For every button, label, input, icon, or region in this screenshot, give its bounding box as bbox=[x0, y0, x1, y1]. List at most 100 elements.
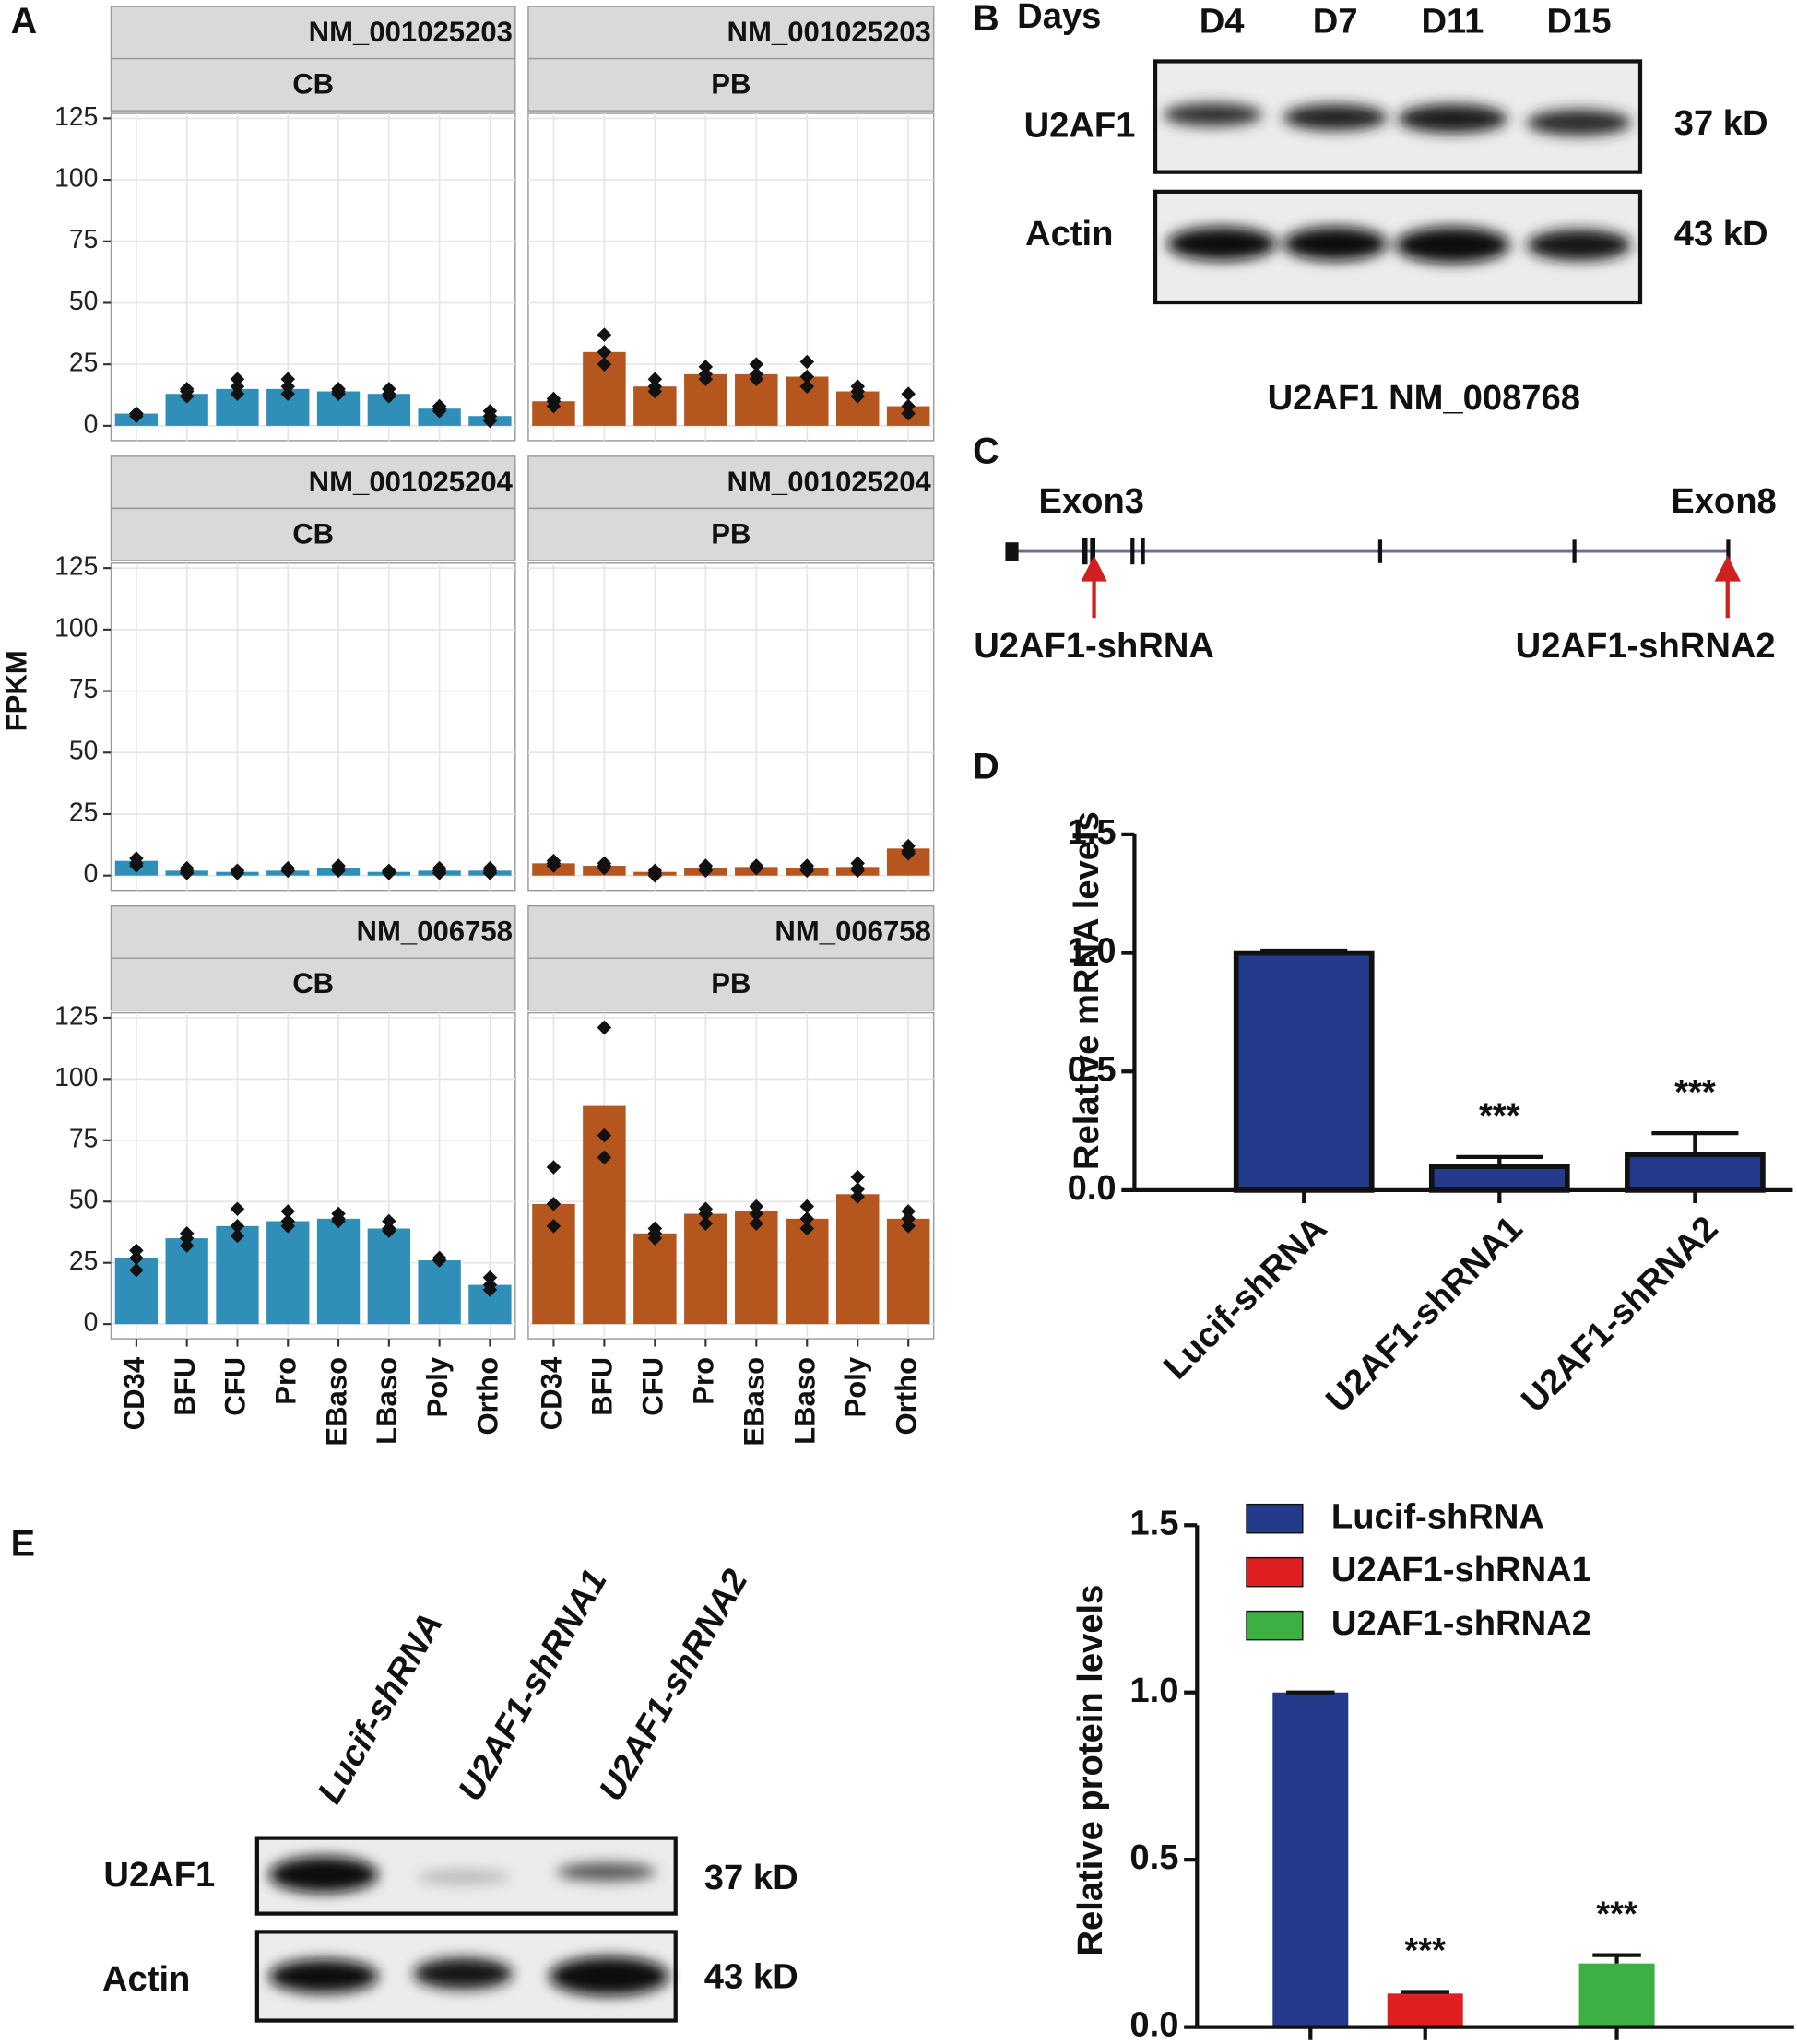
replicate-point bbox=[901, 1204, 916, 1219]
legend-label: U2AF1-shRNA1 bbox=[1331, 1550, 1591, 1589]
y-tick-label: 75 bbox=[69, 1123, 98, 1152]
lane-label: D15 bbox=[1547, 2, 1612, 41]
blot-label: Actin bbox=[1025, 214, 1113, 254]
panel-letter: A bbox=[11, 1, 38, 41]
band bbox=[268, 1856, 379, 1893]
legend-swatch bbox=[1246, 1556, 1304, 1588]
bar bbox=[1428, 1164, 1570, 1193]
lane-label: Lucif-shRNA bbox=[310, 1606, 451, 1811]
band bbox=[1527, 109, 1632, 136]
replicate-point bbox=[799, 1199, 815, 1214]
y-tick-label: 75 bbox=[69, 674, 98, 703]
replicate-point bbox=[230, 372, 245, 386]
replicate-point bbox=[647, 379, 663, 394]
x-tick-label: CD34 bbox=[536, 1356, 568, 1430]
arrow-head bbox=[1714, 555, 1741, 582]
y-tick-label: 0.5 bbox=[1129, 1837, 1178, 1877]
replicate-point bbox=[331, 1206, 346, 1222]
x-tick-label: Poly bbox=[421, 1356, 454, 1417]
size-label: 37 kD bbox=[1674, 103, 1768, 143]
bar bbox=[418, 1260, 461, 1325]
replicate-point bbox=[280, 1204, 296, 1219]
band bbox=[1166, 227, 1277, 261]
replicate-point bbox=[331, 382, 346, 396]
blot-label: U2AF1 bbox=[103, 1855, 215, 1895]
replicate-point bbox=[799, 379, 815, 394]
legend-swatch bbox=[1246, 1610, 1304, 1641]
replicate-point bbox=[230, 386, 245, 401]
lane-label: D7 bbox=[1313, 2, 1358, 41]
replicate-point bbox=[432, 398, 447, 414]
x-tick-label: LBaso bbox=[788, 1357, 821, 1445]
strip-bg bbox=[110, 957, 516, 1011]
days-label: Days bbox=[1017, 0, 1101, 36]
y-tick-label: 1.0 bbox=[1129, 1671, 1178, 1710]
y-tick-label: 25 bbox=[69, 1246, 98, 1275]
strip-bg bbox=[527, 507, 935, 561]
lane-label: U2AF1-shRNA1 bbox=[451, 1563, 615, 1808]
replicate-point bbox=[698, 1201, 714, 1216]
facet-strip: PB bbox=[711, 68, 751, 100]
x-tick-label: Lucif-shRNA bbox=[1156, 1209, 1335, 1388]
x-tick-label: U2AF1-shRNA1 bbox=[1318, 1209, 1531, 1421]
y-tick-label: 0.0 bbox=[1068, 1168, 1117, 1208]
facet-title: NM_001025204 bbox=[727, 466, 932, 498]
facet-title: NM_006758 bbox=[357, 916, 513, 948]
replicate-point bbox=[482, 860, 498, 876]
replicate-point bbox=[749, 1206, 764, 1222]
facet-title: NM_001025203 bbox=[727, 16, 931, 48]
replicate-point bbox=[280, 379, 296, 394]
replicate-point bbox=[698, 858, 714, 873]
replicate-point bbox=[901, 386, 916, 401]
exon bbox=[1090, 538, 1095, 565]
bar bbox=[1387, 1993, 1463, 2027]
bar bbox=[786, 1218, 829, 1325]
replicate-point bbox=[597, 1128, 612, 1143]
replicate-point bbox=[749, 858, 764, 873]
replicate-point bbox=[382, 382, 396, 396]
replicate-point bbox=[850, 1182, 866, 1197]
lane-label: D4 bbox=[1200, 2, 1246, 41]
exon bbox=[1005, 542, 1019, 561]
strip-bg bbox=[527, 957, 935, 1011]
replicate-point bbox=[647, 863, 663, 879]
x-tick-label: Pro bbox=[269, 1357, 301, 1405]
x-tick-label: U2AF1-shRNA2 bbox=[1514, 1209, 1726, 1421]
band bbox=[413, 1957, 513, 1990]
band bbox=[268, 1959, 379, 1993]
replicate-point bbox=[647, 372, 663, 386]
legend-label: Lucif-shRNA bbox=[1331, 1496, 1544, 1536]
strip-bg bbox=[527, 57, 935, 112]
x-tick-label: CD34 bbox=[118, 1356, 150, 1430]
exon bbox=[1572, 539, 1577, 563]
replicate-point bbox=[546, 853, 562, 868]
lane-label: U2AF1-shRNA2 bbox=[591, 1563, 755, 1808]
x-tick-label: EBaso bbox=[320, 1357, 352, 1447]
exon bbox=[1130, 538, 1135, 565]
panel-letter: C bbox=[973, 431, 999, 471]
replicate-point bbox=[546, 1160, 562, 1175]
replicate-point bbox=[280, 860, 296, 876]
y-tick-label: 0 bbox=[84, 858, 99, 888]
replicate-point bbox=[597, 345, 612, 360]
replicate-point bbox=[382, 863, 396, 879]
replicate-point bbox=[280, 1213, 296, 1229]
x-tick-label: Poly bbox=[839, 1356, 871, 1417]
x-tick-label: EBaso bbox=[739, 1357, 771, 1447]
size-label: 43 kD bbox=[704, 1956, 798, 1996]
facet-strip: PB bbox=[711, 967, 751, 999]
replicate-point bbox=[698, 360, 714, 374]
facet-strip: CB bbox=[292, 68, 334, 100]
size-label: 37 kD bbox=[704, 1858, 798, 1897]
shrna-label: U2AF1-shRNA2 bbox=[1516, 626, 1776, 666]
bar bbox=[1233, 950, 1375, 1193]
strip-bg bbox=[110, 904, 516, 959]
y-tick-label: 0 bbox=[84, 1307, 99, 1337]
exon bbox=[1377, 539, 1383, 563]
strip-bg bbox=[527, 904, 935, 959]
facet-title: NM_001025204 bbox=[309, 466, 514, 498]
replicate-point bbox=[546, 1197, 562, 1211]
y-tick-label: 125 bbox=[54, 551, 98, 581]
replicate-point bbox=[799, 354, 815, 370]
band bbox=[1283, 104, 1388, 131]
